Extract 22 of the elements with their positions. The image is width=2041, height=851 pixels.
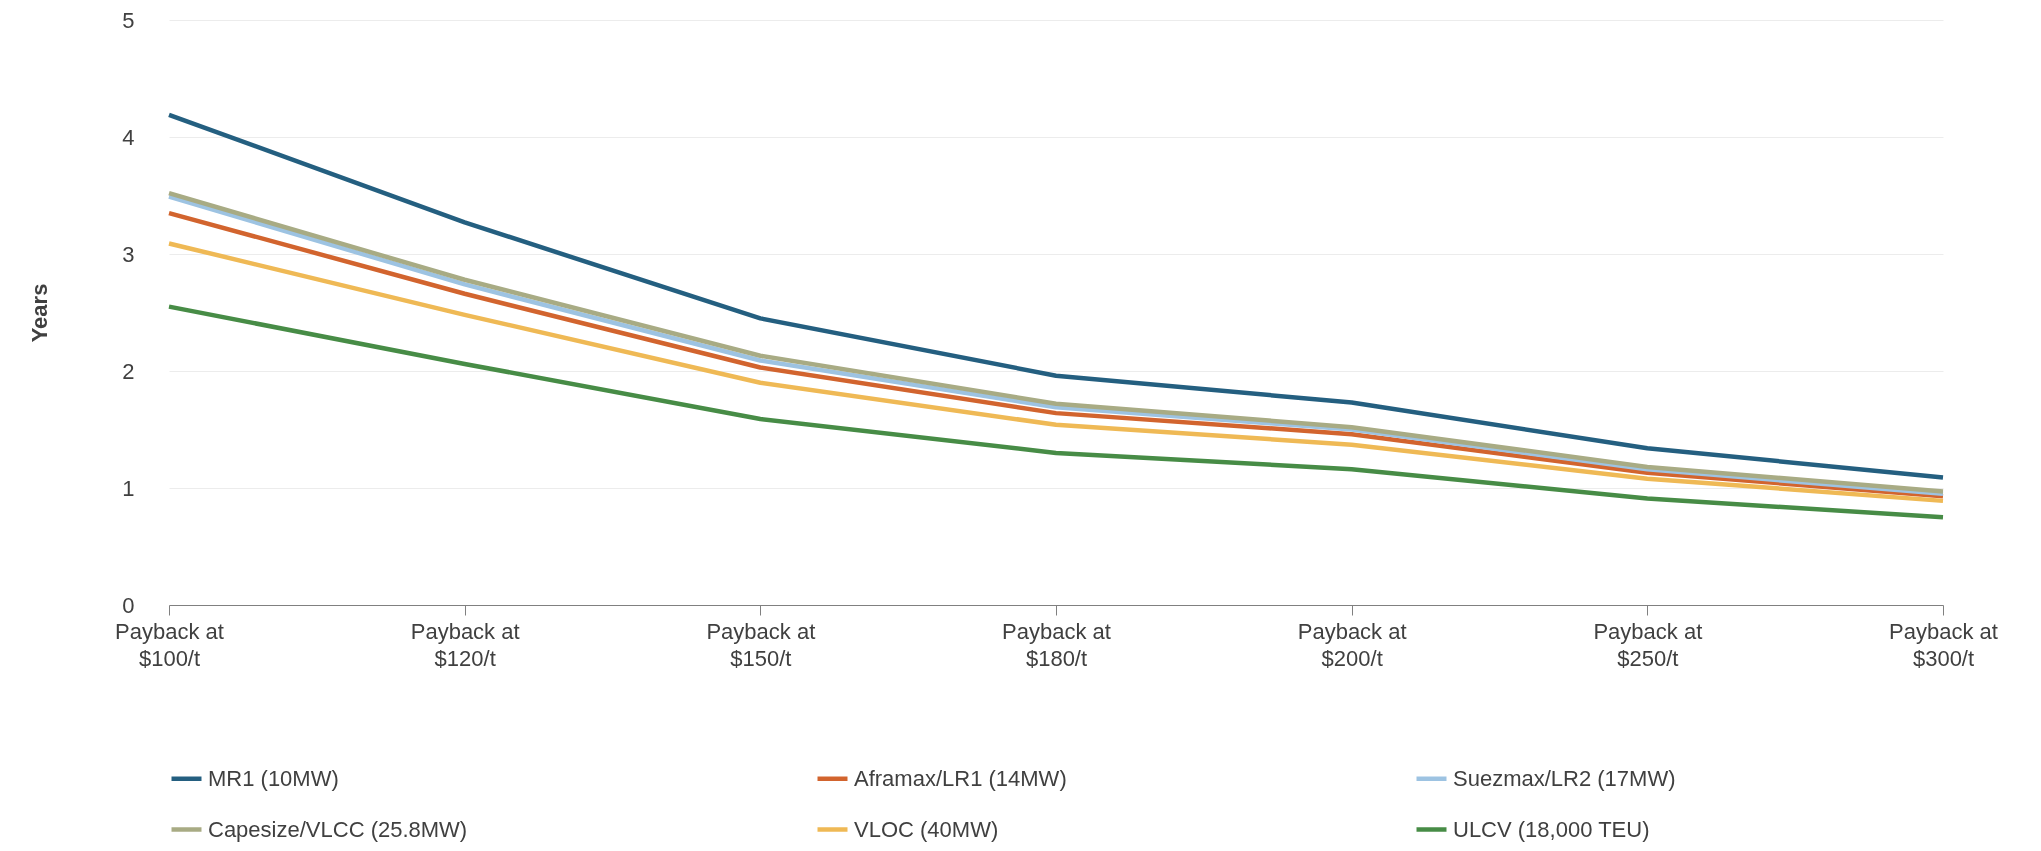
x-tick-label: Payback at $250/t: [1593, 618, 1703, 671]
legend-label: ULCV (18,000 TEU): [1453, 816, 1650, 842]
x-tick-label: Payback at $100/t: [115, 618, 224, 671]
legend-label: Capesize/VLCC (25.8MW): [208, 816, 468, 842]
y-tick-label: 4: [122, 124, 135, 150]
x-tick-label: Payback at $180/t: [1002, 618, 1111, 671]
y-axis-title: Years: [27, 283, 53, 343]
y-tick-label: 3: [122, 241, 135, 267]
y-tick-label: 2: [122, 358, 135, 384]
x-tick-label: Payback at $300/t: [1889, 618, 1998, 671]
legend-label: MR1 (10MW): [208, 765, 339, 791]
line-series: [166, 112, 1946, 480]
legend-label: VLOC (40MW): [854, 816, 999, 842]
x-tick-label: Payback at $120/t: [410, 618, 520, 671]
legend-label: Aframax/LR1 (14MW): [854, 765, 1067, 791]
y-tick-label: 1: [122, 475, 135, 501]
line-series: [166, 304, 1946, 520]
y-tick-label: 5: [122, 7, 135, 33]
legend-label: Suezmax/LR2 (17MW): [1453, 765, 1676, 791]
x-tick-label: Payback at $200/t: [1297, 618, 1407, 671]
x-tick-label: Payback at $150/t: [706, 618, 816, 671]
y-tick-label: 0: [122, 592, 135, 618]
